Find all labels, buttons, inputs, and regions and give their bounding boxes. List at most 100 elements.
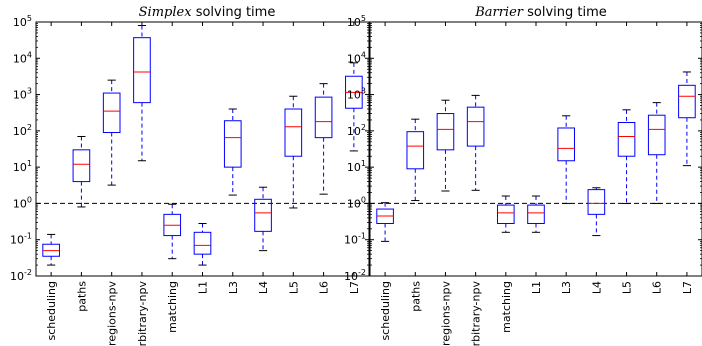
x-tick-label: paths — [409, 281, 422, 312]
simplex-chart-title: Simplex solving time — [139, 5, 276, 20]
x-tick-label: L5 — [621, 281, 634, 294]
y-tick-label: 101 — [13, 159, 32, 174]
iqr-box — [678, 84, 696, 119]
box-L4: L4 — [254, 186, 272, 294]
box-L5: L5 — [617, 109, 636, 294]
x-tick-label: arbitrary-npv — [136, 281, 149, 346]
y-tick-base: 10 — [347, 52, 361, 65]
x-tick-label: matching — [166, 281, 179, 333]
box-L1: L1 — [527, 195, 545, 294]
y-tick-exponent: 0 — [361, 195, 366, 204]
y-tick-exponent: 2 — [27, 123, 32, 132]
y-tick-exponent: 0 — [27, 195, 32, 204]
y-tick-base: 10 — [10, 270, 24, 283]
y-tick-label: 10-1 — [10, 232, 32, 247]
box-L6: L6 — [314, 83, 333, 294]
y-tick-label: 101 — [347, 159, 366, 174]
y-tick-exponent: 1 — [361, 159, 366, 168]
x-tick-label: L3 — [560, 281, 573, 294]
iqr-box — [193, 231, 212, 255]
box-scheduling: scheduling — [42, 233, 60, 341]
y-tick-label: 10-2 — [10, 268, 32, 283]
y-tick-exponent: 3 — [361, 87, 366, 96]
y-tick-exponent: 4 — [27, 50, 32, 59]
x-tick-label: regions-npv — [439, 281, 452, 346]
iqr-box — [617, 121, 636, 157]
y-tick-label: 104 — [13, 50, 32, 65]
y-tick-exponent: -2 — [24, 268, 32, 277]
x-tick-label: scheduling — [45, 281, 58, 341]
y-tick-base: 10 — [347, 125, 361, 138]
y-tick-base: 10 — [13, 16, 27, 29]
y-tick-exponent: -1 — [358, 232, 366, 241]
y-tick-label: 100 — [13, 195, 32, 210]
box-arbitrary-npv: arbitrary-npv — [133, 25, 151, 346]
iqr-box — [647, 114, 666, 156]
iqr-box — [254, 198, 272, 232]
y-tick-base: 10 — [10, 234, 24, 247]
y-tick-exponent: 3 — [27, 87, 32, 96]
x-tick-label: L6 — [651, 281, 664, 294]
y-tick-exponent: 4 — [361, 50, 366, 59]
box-L3: L3 — [557, 115, 575, 294]
y-tick-base: 10 — [347, 16, 361, 29]
barrier-title-rest: solving time — [523, 5, 607, 20]
y-tick-label: 100 — [347, 195, 366, 210]
x-tick-label: L4 — [590, 281, 603, 294]
y-tick-label: 102 — [347, 123, 366, 138]
x-tick-label: L1 — [530, 281, 543, 294]
box-matching: matching — [163, 203, 182, 333]
y-tick-base: 10 — [13, 125, 27, 138]
x-tick-label: regions-npv — [106, 281, 119, 346]
box-L4: L4 — [587, 187, 606, 294]
x-tick-label: scheduling — [379, 281, 392, 341]
iqr-box — [133, 37, 151, 104]
iqr-box — [436, 113, 455, 151]
y-tick-exponent: 5 — [361, 14, 366, 23]
iqr-box — [497, 204, 515, 224]
x-tick-label: L6 — [318, 281, 331, 294]
iqr-box — [587, 189, 606, 215]
iqr-box — [72, 149, 91, 183]
x-tick-label: L7 — [681, 281, 694, 294]
simplex-chart: Simplex solving time 10-210-110010110210… — [10, 5, 370, 346]
iqr-box — [223, 120, 242, 168]
y-tick-label: 10-2 — [344, 268, 366, 283]
x-tick-label: L4 — [257, 281, 270, 294]
y-tick-label: 103 — [347, 87, 366, 102]
barrier-chart: Barrier solving time 10-210-110010110210… — [344, 5, 702, 346]
iqr-box — [527, 204, 545, 224]
box-L7: L7 — [678, 71, 696, 294]
iqr-box — [102, 92, 121, 134]
box-regions-npv: regions-npv — [436, 99, 455, 346]
y-tick-base: 10 — [13, 161, 27, 174]
y-tick-exponent: 5 — [27, 14, 32, 23]
y-tick-exponent: 2 — [361, 123, 366, 132]
x-tick-label: L5 — [287, 281, 300, 294]
iqr-box — [406, 131, 425, 170]
axes-frame — [369, 21, 702, 277]
box-L6: L6 — [647, 102, 666, 294]
y-tick-base: 10 — [347, 89, 361, 102]
box-regions-npv: regions-npv — [102, 79, 121, 346]
y-tick-base: 10 — [13, 89, 27, 102]
box-matching: matching — [497, 195, 515, 333]
y-tick-label: 104 — [347, 50, 366, 65]
y-tick-label: 102 — [13, 123, 32, 138]
y-tick-exponent: -1 — [24, 232, 32, 241]
x-tick-label: L1 — [197, 281, 210, 294]
y-tick-label: 10-1 — [344, 232, 366, 247]
simplex-title-emphasis: Simplex — [139, 5, 193, 20]
box-paths: paths — [406, 118, 425, 312]
x-tick-label: arbitrary-npv — [470, 281, 483, 346]
x-tick-label: paths — [75, 281, 88, 312]
y-tick-label: 103 — [13, 87, 32, 102]
iqr-box — [284, 108, 303, 157]
x-tick-label: L7 — [348, 281, 361, 294]
box-scheduling: scheduling — [376, 202, 394, 341]
y-tick-base: 10 — [13, 52, 27, 65]
simplex-title-rest: solving time — [192, 5, 276, 20]
y-tick-base: 10 — [13, 197, 27, 210]
box-L3: L3 — [223, 108, 242, 294]
